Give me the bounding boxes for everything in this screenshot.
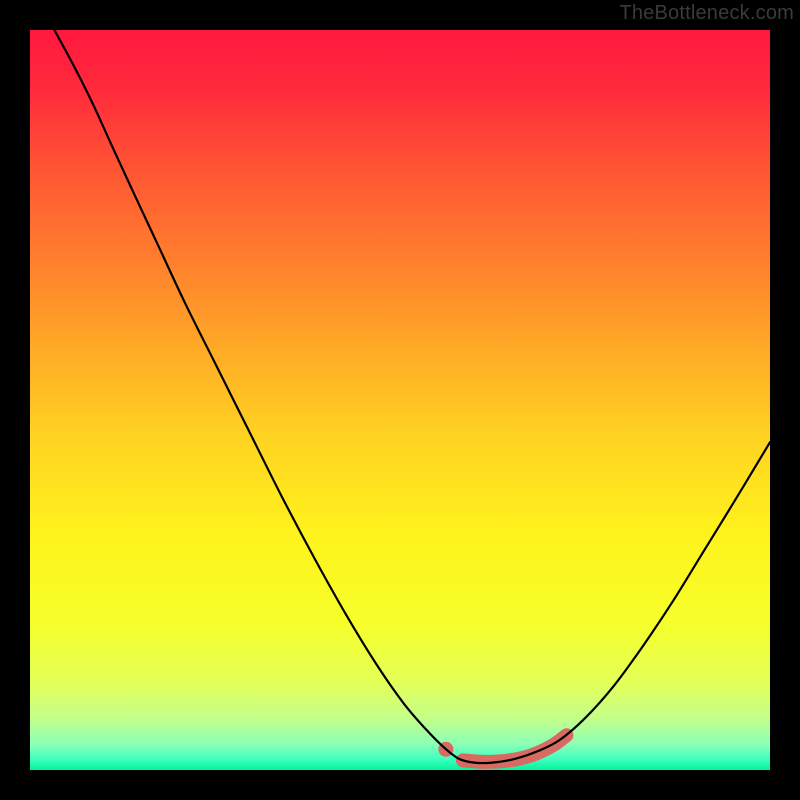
plot-area: [30, 30, 770, 770]
watermark-text: TheBottleneck.com: [619, 2, 794, 25]
chart-overlay: [30, 30, 770, 770]
main-curve: [54, 30, 770, 763]
